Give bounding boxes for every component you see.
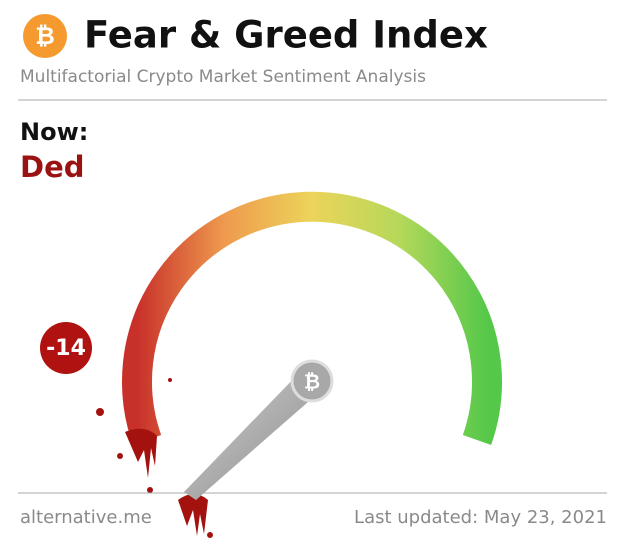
subtitle: Multifactorial Crypto Market Sentiment A… (20, 67, 426, 87)
gauge-value: -14 (46, 336, 86, 361)
value-badge (40, 322, 92, 374)
title: Fear & Greed Index (84, 14, 488, 57)
hub-symbol: ₿ (304, 370, 320, 394)
now-label: Now: (20, 118, 88, 146)
bitcoin-logo (23, 14, 67, 58)
bitcoin-symbol: ₿ (35, 22, 55, 50)
now-status: Ded (20, 150, 85, 184)
needle-hub (290, 359, 334, 403)
last-updated: Last updated: May 23, 2021 (354, 507, 607, 528)
gauge-arc (122, 191, 502, 445)
needle (184, 372, 324, 500)
blood-splatter (96, 378, 213, 538)
source: alternative.me (20, 507, 152, 528)
